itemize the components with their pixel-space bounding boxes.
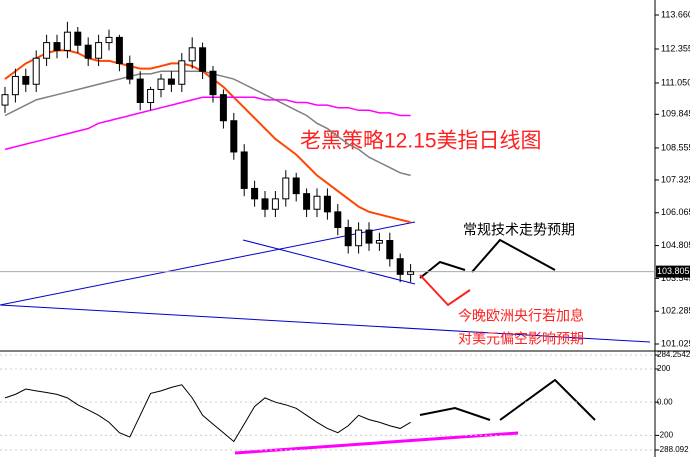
candle-body — [219, 94, 227, 122]
osc-tick-label: 200 — [657, 364, 671, 373]
candle-body — [22, 75, 30, 85]
candle-body — [396, 258, 404, 275]
y-tick-label: 112.355 — [661, 43, 690, 53]
annotation: 常规技术走势预期 — [463, 222, 575, 238]
y-tick-label: 111.050 — [661, 77, 690, 87]
current-price-box — [656, 265, 690, 278]
y-tick-label: 106.065 — [661, 207, 690, 217]
expected-path-arrows — [419, 238, 596, 421]
candle-body — [375, 240, 383, 244]
candle-body — [157, 78, 165, 90]
y-tick-label: 102.285 — [661, 306, 690, 316]
moving-average — [4, 70, 411, 177]
annotation: 今晚欧洲央行若加息 — [458, 308, 584, 324]
candle-body — [53, 42, 61, 51]
red-arrow — [419, 274, 471, 307]
moving-average — [4, 96, 411, 151]
candle-body — [199, 47, 207, 72]
osc-tick-label: -200 — [657, 430, 674, 439]
osc-tick-label: 0.00 — [657, 397, 673, 406]
candle-body — [74, 31, 82, 46]
divergence-arrow — [234, 431, 519, 455]
candle-body — [271, 198, 279, 210]
candle-body — [334, 211, 342, 228]
y-tick-label: 104.805 — [661, 240, 690, 250]
candle-body — [386, 240, 394, 260]
candle-body — [355, 229, 363, 247]
candle-body — [313, 195, 321, 210]
candle-body — [261, 198, 269, 210]
oscillator-line — [4, 384, 411, 443]
candle-body — [63, 31, 71, 51]
y-tick-label: 107.325 — [661, 174, 690, 184]
candle-body — [11, 75, 19, 96]
support-line — [242, 239, 416, 285]
chart-title: 老黑策略12.15美指日线图 — [300, 130, 542, 153]
candle-body — [115, 36, 123, 64]
candle-body — [282, 177, 290, 200]
candle-body — [188, 47, 196, 62]
candle-body — [167, 78, 175, 85]
y-tick-label: 113.660 — [661, 9, 690, 19]
arrow-path — [419, 406, 491, 421]
candle-body — [303, 193, 311, 210]
y-tick-label: 108.555 — [661, 142, 690, 152]
candle-body — [251, 187, 259, 200]
candle-body — [43, 42, 51, 59]
candle-body — [344, 226, 352, 247]
trend-line — [0, 304, 651, 343]
candle-body — [323, 195, 331, 213]
candle-body — [209, 70, 217, 96]
arrow-path — [471, 238, 556, 273]
arrow-path — [419, 260, 466, 279]
annotation: 对美元偏空影响预期 — [458, 331, 584, 347]
candle-body — [32, 57, 40, 85]
osc-tick-label: -288.092 — [657, 445, 689, 454]
y-tick-label: 109.845 — [661, 109, 690, 119]
osc-tick-label: 284.2542 — [657, 350, 690, 359]
candle-body — [147, 88, 155, 103]
candle-body — [178, 60, 186, 85]
candle-body — [126, 62, 134, 80]
candle-body — [136, 78, 144, 103]
candle-body — [292, 177, 300, 195]
current-price-label: 103.805 — [657, 266, 690, 276]
candle-body — [95, 42, 103, 59]
y-tick-label: 101.025 — [661, 338, 690, 348]
candle-body — [230, 120, 238, 153]
candle-body — [365, 229, 373, 244]
candle-body — [84, 44, 92, 59]
candle-body — [105, 36, 113, 44]
arrow-path — [499, 378, 596, 421]
moving-average — [4, 49, 411, 224]
y-tick-label: 103.545 — [661, 273, 690, 283]
candle-body — [1, 94, 9, 106]
candle-body — [407, 271, 415, 275]
candle-body — [240, 151, 248, 189]
